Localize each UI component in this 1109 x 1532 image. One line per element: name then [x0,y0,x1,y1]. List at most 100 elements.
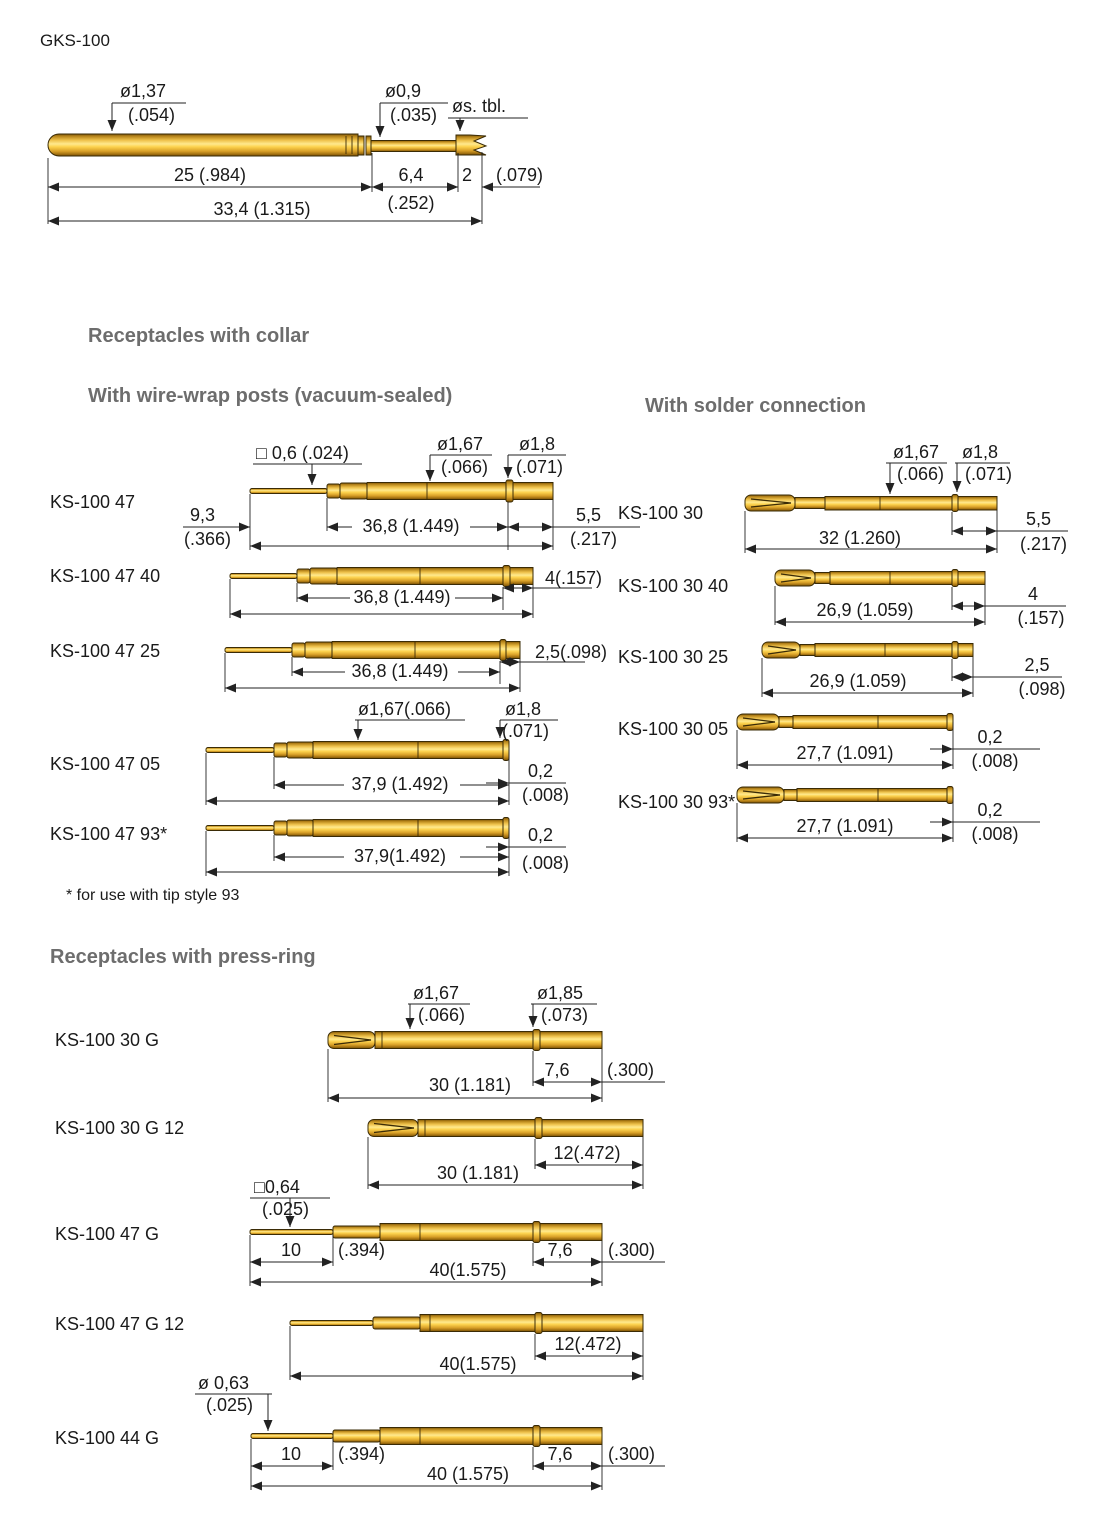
dimension-lines: 0,2 (.008) 27,7 (1.091) [736,722,1040,771]
dim-ring-diameter: ø1,85 [537,983,583,1003]
dim-main-length: 36,8 (1.449) [353,587,450,607]
dimension-lines: 12(.472) 30 (1.181) [367,1137,644,1190]
callouts: ø 0,63 (.025) [195,1373,273,1431]
dim-barrel-length: 25 (.984) [174,165,246,185]
dim-square-post-inch: (.025) [262,1199,309,1219]
dim-main-length: 26,9 (1.059) [816,600,913,620]
receptacle-drawing [774,569,986,587]
heading-solder-connection: With solder connection [645,395,866,417]
dim-offset-inch: (.217) [1020,534,1067,554]
dimension-lines: 9,3 (.366) 36,8 (1.449) 5,5 (.217) [183,494,640,551]
row-ks-100-30-g: KS-100 30 G ø1,67 (.066) ø1,85 (.073) 7,… [55,983,665,1103]
dim-tip-diameter-see-table: øs. tbl. [452,96,506,116]
dim-collar-diameter: ø1,8 [962,442,998,462]
callouts: ø1,67 (.066) ø1,8 (.071) [885,442,1012,494]
dim-plunger-diameter: ø0,9 [385,81,421,101]
dim-tip-length-inch: (.079) [496,165,543,185]
dim-offset: 7,6 [547,1444,572,1464]
receptacle-drawing [289,1312,644,1334]
row-ks-100-30-g-12: KS-100 30 G 12 12(.472) 30 (1.181) [55,1117,644,1190]
dimension-lines: 10 (.394) 7,6 (.300) 40 (1.575) [250,1439,665,1491]
dim-post-length-inch: (.366) [184,529,231,549]
dim-post-length: 10 [281,1444,301,1464]
receptacle-drawing [736,786,954,804]
row-ks-100-30-93: KS-100 30 93* 0,2 (.008) 27,7 (1.091) [618,786,1040,844]
dim-main-length: 40(1.575) [439,1354,516,1374]
part-label: KS-100 30 G [55,1030,159,1050]
dim-offset-inch: (.300) [608,1444,655,1464]
receptacle-drawing [224,639,521,661]
dim-body-diameter-inch: (.066) [418,1005,465,1025]
receptacle-drawing [229,565,534,587]
dim-offset: 4 [1028,584,1038,604]
row-ks-100-47-93: KS-100 47 93* 0,2 (.008) 37,9(1.492) [50,817,569,877]
callouts: □ 0,6 (.024) ø1,67 (.066) ø1,8 (.071) [253,434,566,485]
dim-body-diameter: ø1,67 [893,442,939,462]
callouts: □0,64 (.025) [250,1177,330,1227]
receptacle-drawing [736,713,954,731]
row-ks-100-47-05: KS-100 47 05 ø1,67(.066) ø1,8 (.071) 0,2 [50,699,569,806]
crown-tip [455,134,488,156]
dim-offset-inch: (.300) [608,1240,655,1260]
dim-main-length: 36,8 (1.449) [362,516,459,536]
part-label: KS-100 47 G [55,1224,159,1244]
part-label: KS-100 44 G [55,1428,159,1448]
dim-main-length: 30 (1.181) [437,1163,519,1183]
part-label: KS-100 47 25 [50,641,160,661]
dim-offset-inch: (.008) [971,824,1018,844]
receptacle-drawing [761,641,974,659]
dim-main-length: 40 (1.575) [427,1464,509,1484]
dim-body-diameter: ø1,67(.066) [358,699,451,719]
dim-offset-inch: (.008) [971,751,1018,771]
dimension-lines: 4 (.157) 26,9 (1.059) [774,584,1066,628]
dim-main-length: 27,7 (1.091) [796,743,893,763]
gks-100-dimension-lines: 25 (.984) 6,4 2 (.079) (.252) 33,4 (1.31… [47,152,543,226]
row-ks-100-47-25: KS-100 47 25 2,5(.098) 36,8 (1.449) [50,639,607,693]
dim-post-diameter: ø 0,63 [198,1373,249,1393]
dim-offset: 0,2 [977,800,1002,820]
dim-square-post: □0,64 [254,1177,300,1197]
dim-post-length-inch: (.394) [338,1240,385,1260]
dim-offset: 0,2 [977,727,1002,747]
dimension-lines: 2,5 (.098) 26,9 (1.059) [761,655,1066,699]
dim-main-length: 40(1.575) [429,1260,506,1280]
dim-post-diameter-inch: (.025) [206,1395,253,1415]
dim-offset: 7,6 [547,1240,572,1260]
dim-offset-inch: (.157) [1017,608,1064,628]
callouts: ø1,67(.066) ø1,8 (.071) [353,699,558,741]
dim-offset: 7,6 [544,1060,569,1080]
part-label: KS-100 30 05 [618,719,728,739]
dim-tip-length: 2 [462,165,472,185]
dim-main-length: 30 (1.181) [429,1075,511,1095]
receptacle-drawing [327,1029,603,1051]
dim-collar-diameter-inch: (.071) [516,457,563,477]
row-ks-100-30-05: KS-100 30 05 0,2 (.008) 27,7 (1.091) [618,713,1040,771]
dim-offset-inch: (.008) [522,853,569,873]
dim-offset: 2,5 [1024,655,1049,675]
dim-post-length-inch: (.394) [338,1444,385,1464]
gks-100-section: GKS-100 ø1,37 (.054) ø0,9 (.035) øs. tbl… [40,31,543,226]
receptacle-drawing [250,1425,603,1447]
dim-offset: 12(.472) [553,1143,620,1163]
gks-100-callouts: ø1,37 (.054) ø0,9 (.035) øs. tbl. [107,81,528,137]
dim-offset-inch: (.008) [522,785,569,805]
dim-offset: 5,5 [576,505,601,525]
dim-collar-diameter-inch: (.071) [965,464,1012,484]
dim-main-length: 37,9 (1.492) [351,774,448,794]
part-label: KS-100 47 05 [50,754,160,774]
dim-main-length: 27,7 (1.091) [796,816,893,836]
dimension-lines: 10 (.394) 7,6 (.300) 40(1.575) [249,1235,665,1287]
dim-post-length: 10 [281,1240,301,1260]
gks-100-probe-drawing [47,133,488,157]
dim-body-diameter: ø1,67 [437,434,483,454]
heading-receptacles-press-ring: Receptacles with press-ring [50,946,316,968]
part-label: KS-100 30 25 [618,647,728,667]
dim-barrel-diameter: ø1,37 [120,81,166,101]
dim-body-diameter: ø1,67 [413,983,459,1003]
dim-offset-inch: (.217) [570,529,617,549]
dim-collar-diameter: ø1,8 [519,434,555,454]
dim-offset: 0,2 [528,761,553,781]
row-ks-100-30-40: KS-100 30 40 4 (.157) 26,9 (1.059) [618,569,1066,628]
part-label: KS-100 30 [618,503,703,523]
part-label: KS-100 47 [50,492,135,512]
